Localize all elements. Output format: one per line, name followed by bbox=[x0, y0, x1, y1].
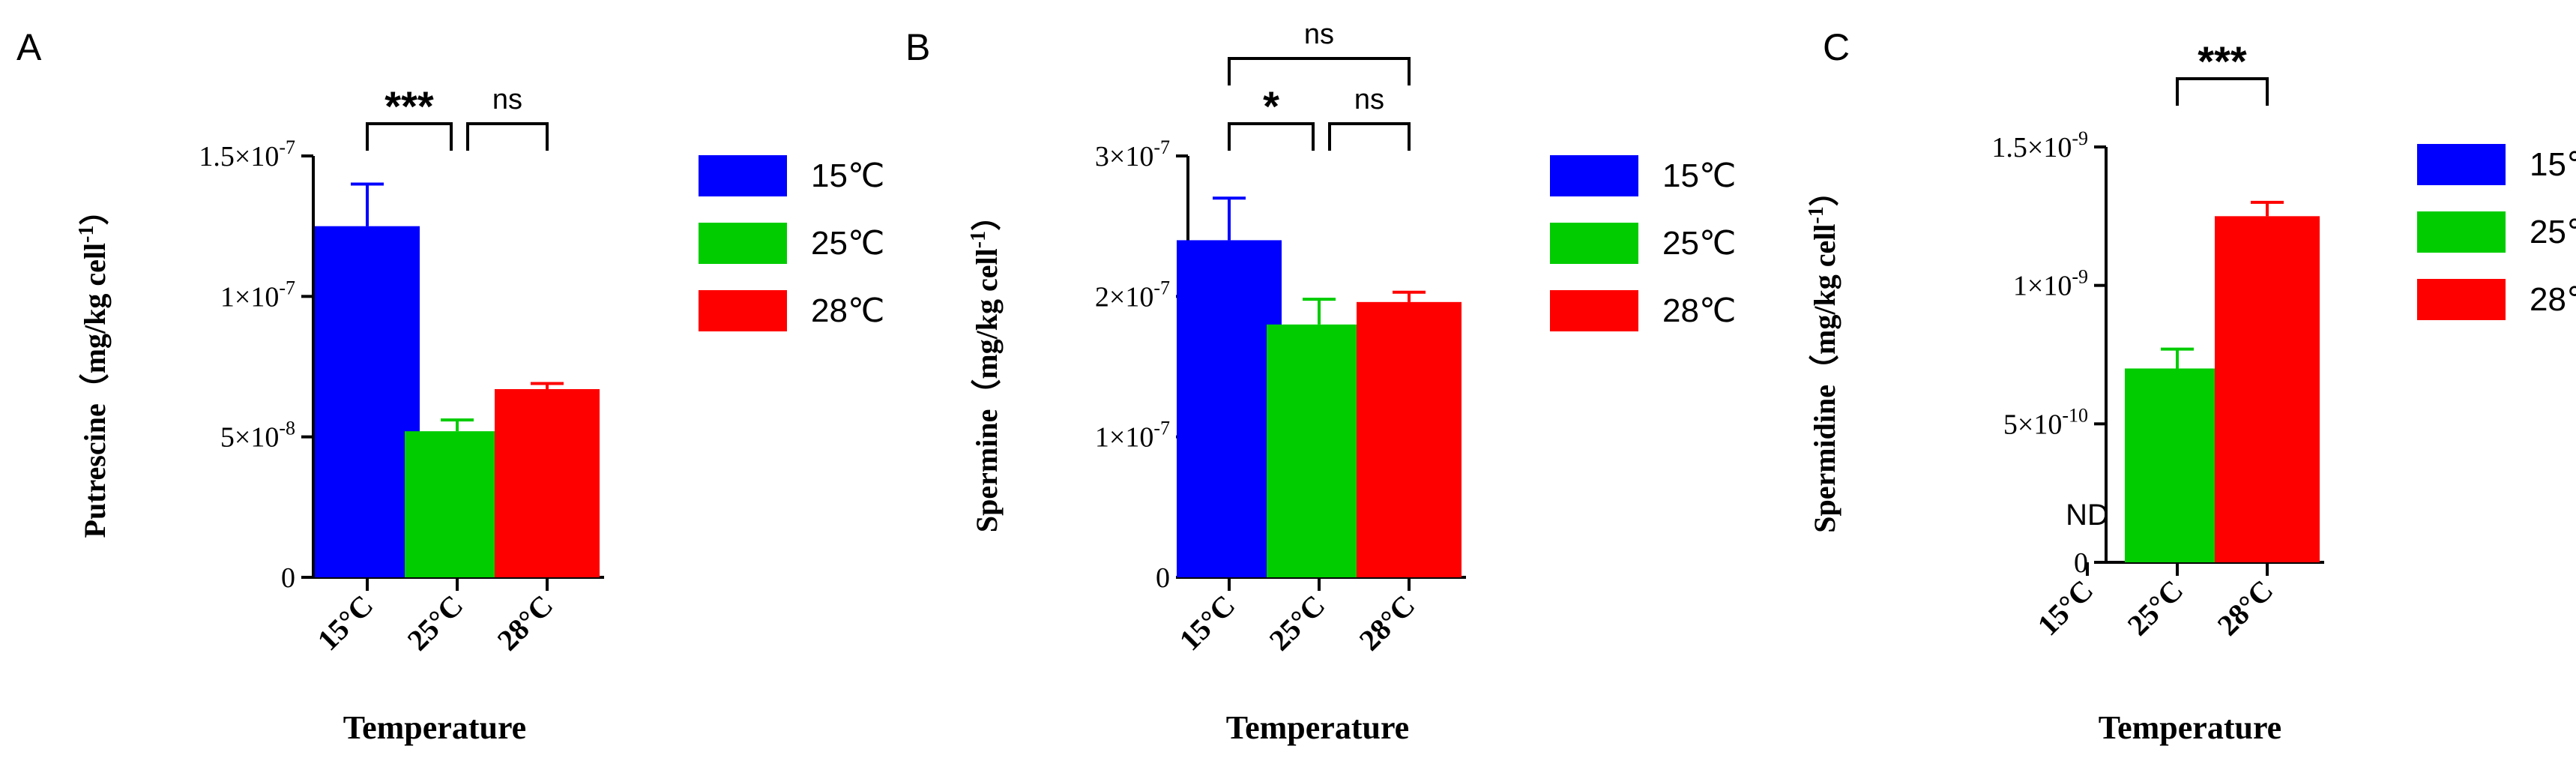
legend-swatch bbox=[1550, 290, 1638, 331]
legend-label: 25℃ bbox=[811, 225, 884, 262]
significance-bracket bbox=[1328, 122, 1411, 151]
nd-label: ND bbox=[2066, 499, 2109, 532]
y-tick-label: 1×10-9 bbox=[2013, 266, 2088, 302]
x-tick-label: 25°C bbox=[1263, 589, 1332, 658]
x-tick-label: 28°C bbox=[1353, 589, 1422, 658]
bar-a-0 bbox=[315, 226, 420, 577]
panel-letter: B bbox=[905, 26, 930, 68]
x-tick-label: 25°C bbox=[401, 589, 470, 658]
x-tick-label: 28°C bbox=[2211, 574, 2280, 643]
bar-b-0 bbox=[1177, 240, 1282, 577]
x-axis-title: Temperature bbox=[2099, 709, 2281, 746]
legend-swatch bbox=[699, 155, 787, 196]
y-tick-label: 0 bbox=[1156, 562, 1170, 594]
bar-a-1 bbox=[405, 431, 510, 577]
legend-swatch bbox=[1550, 155, 1638, 196]
chart-panel-a: A 0 5×10-8 1×10-7 1.5×10-7 Putrescine（mg/kg c… bbox=[16, 26, 884, 746]
legend-swatch bbox=[1550, 223, 1638, 264]
x-tick-label: 15°C bbox=[1173, 589, 1242, 658]
legend-label: 28℃ bbox=[811, 292, 884, 329]
y-tick-label: 0 bbox=[2074, 547, 2088, 579]
x-tick-label: 25°C bbox=[2121, 574, 2190, 643]
significance-bracket bbox=[1228, 122, 1315, 151]
x-tick-label: 28°C bbox=[491, 589, 560, 658]
significance-label: *** bbox=[2198, 37, 2247, 85]
y-tick-label: 1×10-7 bbox=[1095, 418, 1170, 454]
y-tick-label: 2×10-7 bbox=[1095, 277, 1170, 313]
y-axis-title: Spermidine（mg/kg cell-1） bbox=[1805, 176, 1841, 533]
significance-label: ns bbox=[1354, 84, 1384, 115]
y-tick-label: 3×10-7 bbox=[1095, 136, 1170, 172]
legend-label: 15℃ bbox=[1662, 157, 1736, 194]
legend-label: 25℃ bbox=[1662, 225, 1736, 262]
y-tick-label: 1.5×10-9 bbox=[1991, 127, 2088, 163]
bar-a-2 bbox=[495, 388, 600, 577]
legend-swatch bbox=[2417, 144, 2506, 185]
legend-label: 28℃ bbox=[1662, 292, 1736, 329]
legend-swatch bbox=[699, 290, 787, 331]
significance-label: ns bbox=[1304, 19, 1334, 50]
significance-label: ns bbox=[492, 84, 522, 115]
bar-c-1 bbox=[2125, 368, 2230, 562]
bar-b-2 bbox=[1357, 301, 1462, 577]
legend-swatch bbox=[2417, 211, 2506, 253]
bar-b-1 bbox=[1267, 324, 1372, 577]
significance-bracket bbox=[466, 122, 549, 151]
legend-label: 15℃ bbox=[811, 157, 884, 194]
significance-bracket bbox=[2176, 77, 2269, 106]
y-tick-label: 1.5×10-7 bbox=[199, 136, 295, 172]
significance-label: * bbox=[1263, 82, 1279, 130]
y-axis-title: Putrescine（mg/kg cell-1） bbox=[75, 196, 112, 538]
y-tick-label: 5×10-8 bbox=[220, 418, 295, 454]
chart-panel-b: B 0 1×10-7 2×10-7 3×10-7 Spermine（mg/kg cell-… bbox=[905, 19, 1736, 746]
x-tick-label: 15°C bbox=[2031, 574, 2100, 643]
significance-bracket bbox=[366, 122, 453, 151]
significance-label: *** bbox=[384, 82, 434, 130]
legend-label: 25℃ bbox=[2530, 214, 2576, 250]
y-tick-label: 1×10-7 bbox=[220, 277, 295, 313]
y-tick-label: 5×10-10 bbox=[2003, 404, 2088, 440]
panel-letter: A bbox=[16, 26, 42, 68]
panel-letter: C bbox=[1823, 26, 1850, 68]
legend-swatch bbox=[699, 223, 787, 264]
significance-bracket bbox=[1228, 57, 1411, 85]
x-axis-title: Temperature bbox=[1226, 709, 1409, 746]
bar-c-2 bbox=[2215, 216, 2320, 562]
y-tick-label: 0 bbox=[281, 562, 295, 594]
x-axis-title: Temperature bbox=[343, 709, 526, 746]
y-axis-title: Spermine（mg/kg cell-1） bbox=[967, 201, 1004, 532]
chart-panel-c: C 0 5×10-10 1×10-9 1.5×10-9 Spermidine（mg/kg … bbox=[1805, 26, 2576, 746]
legend-label: 15℃ bbox=[2530, 146, 2576, 183]
legend-swatch bbox=[2417, 279, 2506, 320]
legend-label: 28℃ bbox=[2530, 281, 2576, 318]
x-tick-label: 15°C bbox=[311, 589, 380, 658]
